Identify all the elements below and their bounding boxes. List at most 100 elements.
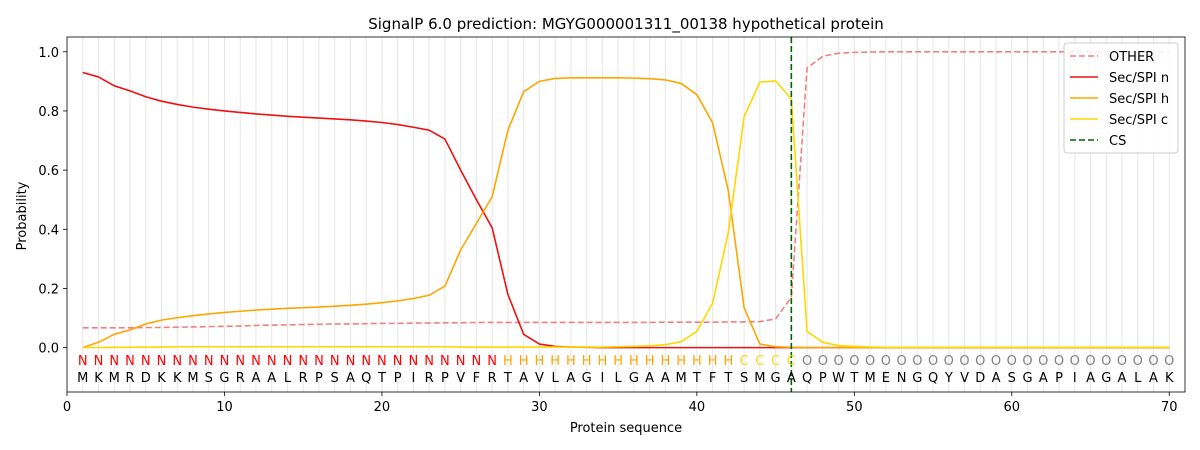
residue-letter: A <box>992 371 1001 386</box>
residue-letter: V <box>960 371 969 386</box>
region-label: N <box>125 354 135 369</box>
region-label: N <box>440 354 450 369</box>
residue-letter: A <box>519 371 528 386</box>
region-label: O <box>802 354 812 369</box>
y-tick-label: 0.8 <box>38 105 59 120</box>
residue-letter: P <box>441 371 449 386</box>
residue-letter: K <box>157 371 166 386</box>
residue-letter: G <box>912 371 922 386</box>
region-label: N <box>393 354 403 369</box>
region-label: O <box>912 354 922 369</box>
region-label: O <box>928 354 938 369</box>
residue-letter: D <box>975 371 985 386</box>
residue-letter: K <box>94 371 103 386</box>
residue-letter: A <box>346 371 355 386</box>
region-label: H <box>566 354 576 369</box>
region-label: H <box>519 354 529 369</box>
region-label: N <box>409 354 419 369</box>
residue-letter: T <box>377 371 386 386</box>
region-label: O <box>896 354 906 369</box>
residue-letter: L <box>284 371 292 386</box>
region-label: O <box>1133 354 1143 369</box>
residue-letter: Q <box>928 371 938 386</box>
region-label: N <box>330 354 340 369</box>
region-label: H <box>582 354 592 369</box>
region-label: N <box>377 354 387 369</box>
region-label: H <box>708 354 718 369</box>
region-label: N <box>204 354 214 369</box>
x-tick-label: 0 <box>63 400 71 415</box>
residue-letter: V <box>456 371 465 386</box>
region-label: N <box>188 354 198 369</box>
region-label: O <box>1085 354 1095 369</box>
region-label: H <box>676 354 686 369</box>
legend: OTHER Sec/SPI n Sec/SPI h Sec/SPI c CS <box>1063 42 1179 154</box>
region-label: N <box>283 354 293 369</box>
residue-letter: A <box>1086 371 1095 386</box>
region-label: O <box>818 354 828 369</box>
residue-letter: A <box>1039 371 1048 386</box>
y-axis-label: Probability <box>15 181 30 250</box>
y-tick-label: 0.6 <box>38 164 59 179</box>
region-label: O <box>975 354 985 369</box>
region-label: C <box>755 354 764 369</box>
residue-letter: M <box>864 371 875 386</box>
region-label: N <box>235 354 245 369</box>
residue-letter: A <box>661 371 670 386</box>
region-label: N <box>456 354 466 369</box>
region-label: N <box>361 354 371 369</box>
y-tick-label: 0.0 <box>38 342 59 357</box>
region-label: O <box>959 354 969 369</box>
region-label: O <box>865 354 875 369</box>
region-label: H <box>597 354 607 369</box>
series-line-sec-spi-n <box>82 71 1170 349</box>
residue-letter: T <box>849 371 858 386</box>
region-label: N <box>141 354 151 369</box>
residue-letter: D <box>141 371 151 386</box>
legend-label: Sec/SPI n <box>1109 71 1169 86</box>
region-label: O <box>944 354 954 369</box>
legend-box <box>1063 42 1179 154</box>
residue-letter: E <box>882 371 890 386</box>
region-label: C <box>787 354 796 369</box>
residue-letter: A <box>1149 371 1158 386</box>
residue-letter: S <box>205 371 213 386</box>
region-label: N <box>267 354 277 369</box>
region-label: O <box>1038 354 1048 369</box>
region-label: N <box>251 354 261 369</box>
residue-letter: Y <box>944 371 953 386</box>
residue-letter: R <box>299 371 308 386</box>
residue-letter: Q <box>361 371 371 386</box>
region-label: O <box>1070 354 1080 369</box>
residue-letter: A <box>252 371 261 386</box>
region-label: O <box>1007 354 1017 369</box>
residue-letter: K <box>1165 371 1174 386</box>
residue-letter: I <box>600 371 604 386</box>
residue-letter: T <box>503 371 512 386</box>
residue-letter: P <box>394 371 402 386</box>
residue-letter: R <box>488 371 497 386</box>
legend-label: OTHER <box>1109 50 1154 65</box>
residue-letter: S <box>331 371 339 386</box>
residue-letter: V <box>535 371 544 386</box>
series-line-sec-spi-c <box>82 79 1170 349</box>
residue-letter: A <box>645 371 654 386</box>
region-label: N <box>298 354 308 369</box>
residue-letter: S <box>740 371 748 386</box>
y-tick-label: 0.4 <box>38 223 59 238</box>
residue-letter: T <box>692 371 701 386</box>
y-tick-label: 1.0 <box>38 46 59 61</box>
x-axis-label: Protein sequence <box>570 421 682 436</box>
residue-letter: M <box>754 371 765 386</box>
residue-letter: N <box>897 371 907 386</box>
region-label: N <box>94 354 104 369</box>
region-label: N <box>109 354 119 369</box>
region-label: H <box>660 354 670 369</box>
region-label: H <box>503 354 513 369</box>
residue-letter: G <box>629 371 639 386</box>
residue-letter: M <box>676 371 687 386</box>
region-label: N <box>157 354 167 369</box>
region-label: O <box>991 354 1001 369</box>
region-label: N <box>472 354 482 369</box>
region-label: H <box>645 354 655 369</box>
